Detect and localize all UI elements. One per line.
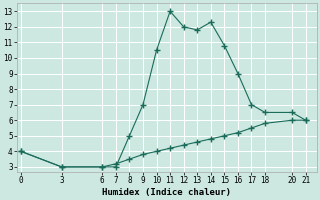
X-axis label: Humidex (Indice chaleur): Humidex (Indice chaleur) bbox=[102, 188, 231, 197]
